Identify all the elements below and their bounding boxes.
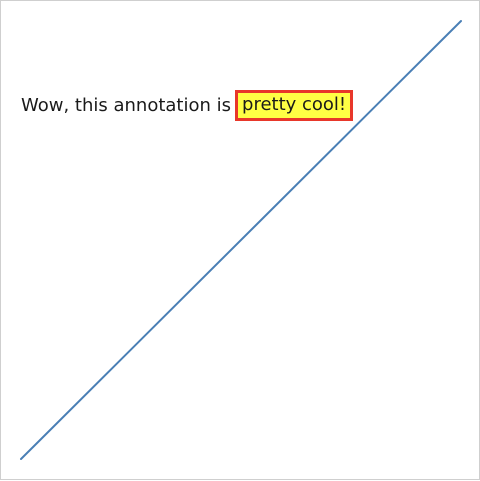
- annotation-highlight-box: pretty cool!: [235, 89, 354, 121]
- annotation-prefix-text: Wow, this annotation is: [21, 94, 232, 116]
- series-line: [20, 20, 462, 460]
- annotation: Wow, this annotation is pretty cool!: [21, 89, 354, 121]
